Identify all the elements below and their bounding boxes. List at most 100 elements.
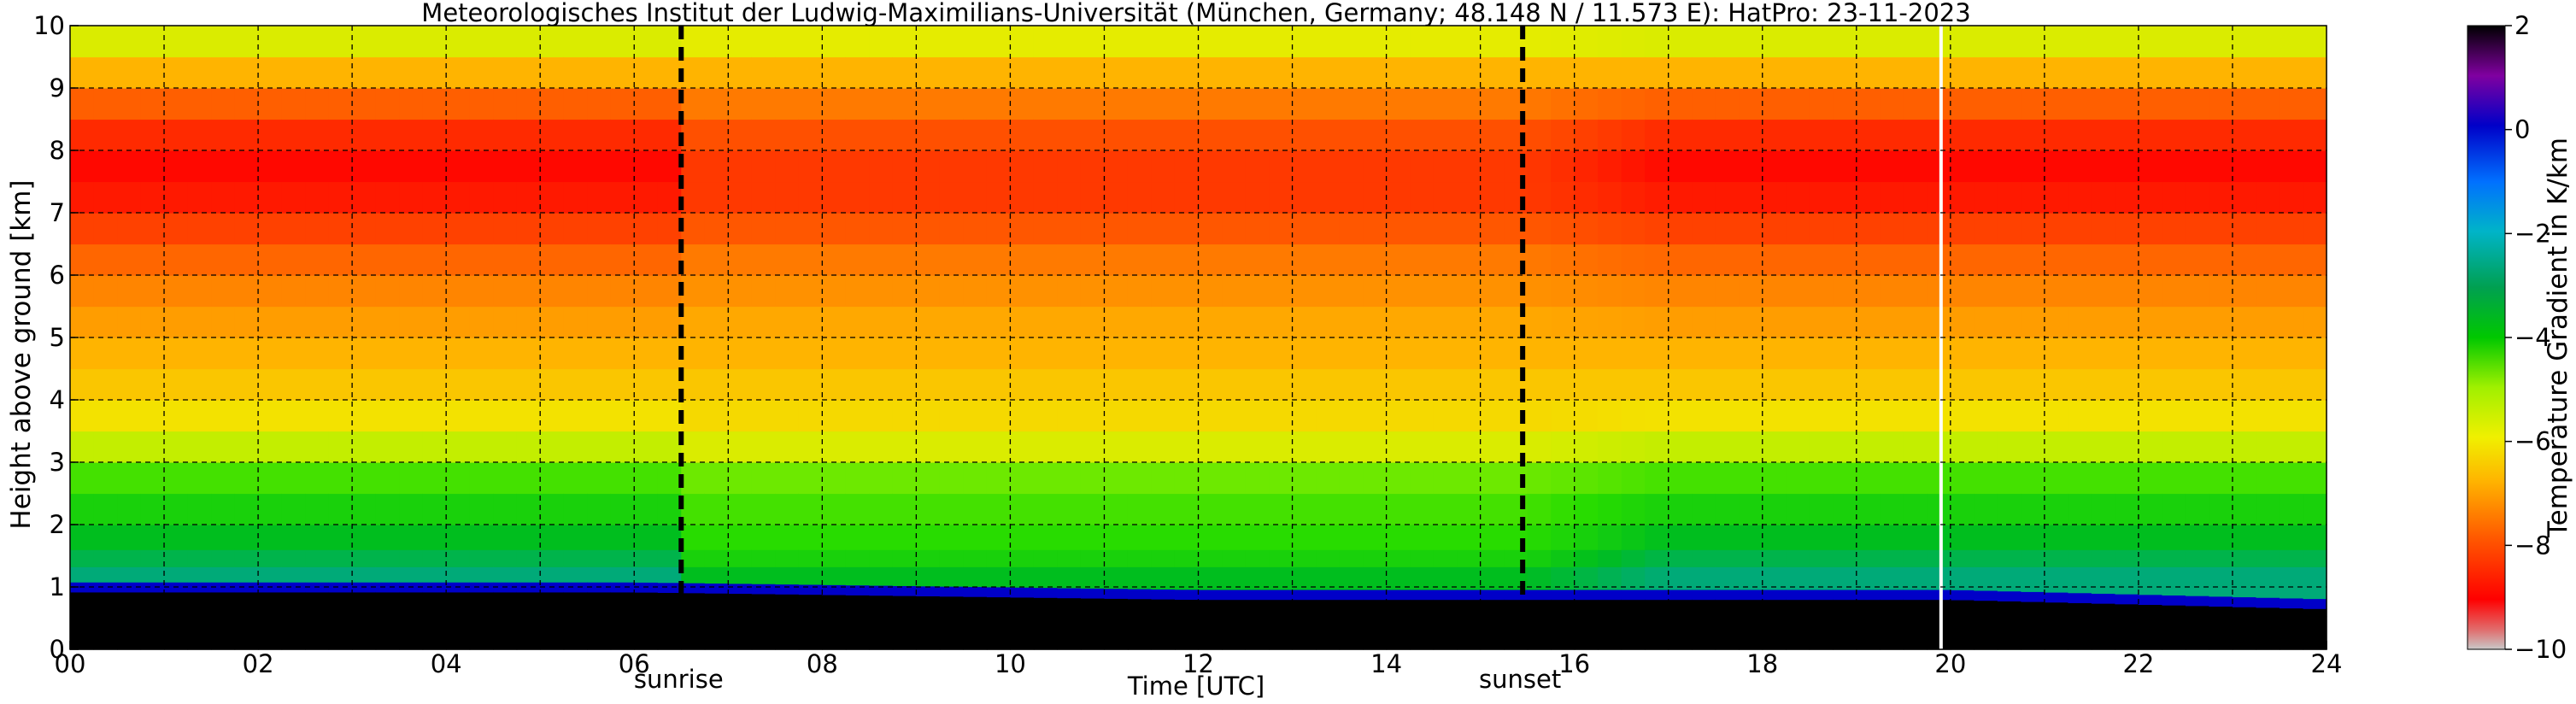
heatmap-cell — [328, 119, 353, 151]
heatmap-cell — [563, 591, 588, 618]
heatmap-cell — [1127, 88, 1153, 120]
heatmap-cell — [399, 400, 424, 432]
heatmap-cell — [2138, 119, 2163, 151]
heatmap-cell — [164, 616, 189, 650]
heatmap-cell — [1880, 589, 1904, 601]
heatmap-cell — [258, 566, 283, 583]
heatmap-cell — [446, 368, 471, 401]
heatmap-cell — [1833, 88, 1857, 120]
heatmap-cell — [963, 56, 988, 89]
heatmap-cell — [1927, 589, 1951, 601]
heatmap-cell — [305, 525, 330, 550]
heatmap-cell — [540, 119, 565, 151]
heatmap-cell — [1621, 400, 1646, 432]
heatmap-cell — [328, 582, 353, 593]
heatmap-cell — [657, 213, 682, 245]
heatmap-cell — [1715, 566, 1740, 590]
heatmap-cell — [2115, 525, 2139, 550]
heatmap-cell — [1222, 275, 1247, 308]
heatmap-cell — [1833, 566, 1857, 590]
heatmap-cell — [1269, 599, 1294, 618]
heatmap-cell — [1386, 150, 1411, 183]
heatmap-cell — [399, 431, 424, 463]
heatmap-cell — [1739, 616, 1763, 650]
heatmap-cell — [1997, 275, 2021, 308]
heatmap-cell — [1527, 181, 1552, 214]
heatmap-cell — [70, 462, 95, 495]
heatmap-cell — [1080, 56, 1106, 89]
heatmap-cell — [70, 525, 95, 550]
heatmap-cell — [681, 583, 706, 594]
heatmap-cell — [117, 275, 142, 308]
heatmap-cell — [1927, 599, 1951, 618]
heatmap-cell — [375, 181, 400, 214]
heatmap-cell — [164, 88, 189, 120]
heatmap-cell — [1363, 525, 1388, 550]
heatmap-cell — [1104, 588, 1129, 599]
heatmap-cell — [70, 88, 95, 120]
heatmap-cell — [728, 400, 753, 432]
heatmap-cell — [892, 213, 917, 245]
heatmap-cell — [211, 150, 236, 183]
heatmap-cell — [845, 368, 870, 401]
heatmap-cell — [1245, 400, 1270, 432]
heatmap-cell — [93, 56, 118, 89]
heatmap-cell — [2162, 566, 2186, 596]
heatmap-cell — [1316, 26, 1341, 58]
heatmap-cell — [563, 368, 588, 401]
heatmap-cell — [540, 493, 565, 525]
heatmap-cell — [1339, 368, 1364, 401]
heatmap-cell — [563, 582, 588, 593]
heatmap-cell — [1457, 337, 1482, 370]
heatmap-cell — [234, 582, 259, 593]
heatmap-cell — [399, 150, 424, 183]
heatmap-cell — [1950, 88, 1975, 120]
heatmap-cell — [1809, 589, 1834, 601]
heatmap-cell — [2209, 493, 2233, 525]
heatmap-cell — [1198, 275, 1223, 308]
heatmap-cell — [1715, 306, 1740, 338]
heatmap-cell — [2091, 566, 2116, 594]
heatmap-cell — [657, 549, 682, 567]
heatmap-cell — [681, 400, 706, 432]
heatmap-cell — [1245, 275, 1270, 308]
heatmap-cell — [892, 119, 917, 151]
heatmap-cell — [1692, 493, 1716, 525]
heatmap-cell — [516, 150, 541, 183]
heatmap-cell — [822, 181, 847, 214]
heatmap-cell — [1668, 337, 1693, 370]
plot-area: sunrise sunset — [69, 25, 2327, 694]
heatmap-cell — [1762, 306, 1787, 338]
heatmap-cell — [352, 566, 377, 583]
heatmap-cell — [493, 493, 518, 525]
heatmap-cell — [93, 431, 118, 463]
heatmap-cell — [939, 595, 964, 618]
heatmap-cell — [1386, 56, 1411, 89]
heatmap-cell — [681, 462, 706, 495]
heatmap-cell — [775, 306, 800, 338]
heatmap-cell — [70, 431, 95, 463]
heatmap-cell — [1057, 431, 1082, 463]
heatmap-cell — [117, 88, 142, 120]
heatmap-cell — [681, 337, 706, 370]
heatmap-cell — [2232, 400, 2257, 432]
heatmap-cell — [704, 549, 729, 567]
heatmap-cell — [1715, 243, 1740, 276]
heatmap-cell — [140, 275, 165, 308]
heatmap-cell — [1480, 589, 1505, 601]
heatmap-cell — [728, 549, 753, 567]
heatmap-cell — [1316, 616, 1341, 650]
heatmap-cell — [657, 493, 682, 525]
heatmap-cell — [422, 400, 447, 432]
heatmap-cell — [305, 616, 330, 650]
heatmap-cell — [1574, 119, 1599, 151]
heatmap-cell — [1645, 56, 1669, 89]
heatmap-cell — [1950, 26, 1975, 58]
heatmap-cell — [1198, 337, 1223, 370]
heatmap-cell — [751, 181, 776, 214]
heatmap-cell — [2021, 549, 2045, 567]
colorbar-ticks: −10−8−6−4−202 — [2505, 11, 2567, 664]
heatmap-cell — [1245, 26, 1270, 58]
heatmap-cell — [1856, 337, 1881, 370]
heatmap-cell — [493, 549, 518, 567]
